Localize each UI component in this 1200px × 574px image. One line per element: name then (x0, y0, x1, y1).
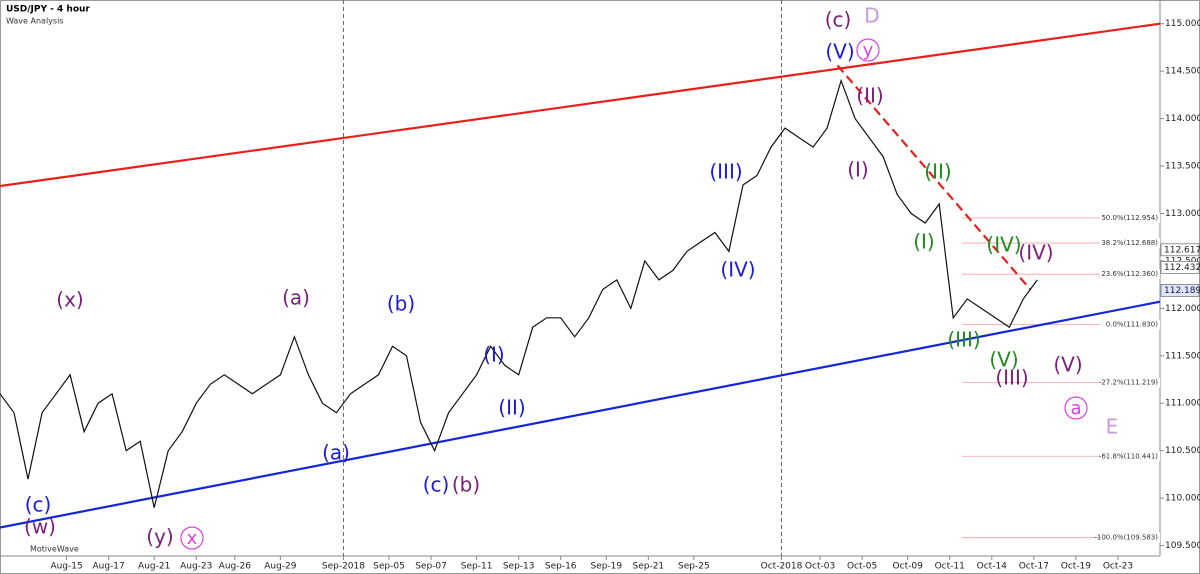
y-tick-label: 114.500 (1165, 67, 1200, 77)
price-tag-label: 112.189 (1164, 286, 1200, 296)
wave-label: (II) (856, 84, 883, 108)
wave-label: (w) (24, 515, 56, 539)
wave-label: (I) (847, 158, 869, 182)
wave-label: (c) (825, 8, 852, 32)
y-tick-label: 113.500 (1165, 162, 1200, 172)
footer: MotiveWave (30, 545, 79, 554)
wave-label: (V) (825, 40, 854, 64)
wave-label: (III) (709, 160, 742, 184)
wave-label: (IV) (986, 233, 1021, 257)
x-tick-label: Oct-09 (893, 562, 924, 572)
wave-label: E (1106, 415, 1119, 439)
fib-label-bg (1100, 377, 1160, 388)
wave-label: (IV) (1018, 241, 1053, 265)
chart-title: USD/JPY - 4 hour (6, 5, 90, 15)
x-tick-label: Sep-19 (590, 562, 622, 572)
fib-label: 23.6%(112.360) (1101, 270, 1158, 278)
price-tag-label: 112.432 (1164, 263, 1200, 273)
trendline (0, 300, 1161, 529)
fib-label-bg (1100, 451, 1160, 462)
wave-label: (y) (146, 525, 173, 549)
fib-label-bg (1100, 269, 1160, 280)
x-tick-label: Sep-05 (373, 562, 405, 572)
price-tag (1160, 261, 1200, 274)
x-tick-label: Aug-15 (50, 562, 82, 572)
y-tick-label: 114.000 (1165, 114, 1200, 124)
subtitle: Wave Analysis (6, 17, 63, 26)
x-tick-label: Oct-19 (1061, 562, 1092, 572)
wave-label: (I) (483, 343, 505, 367)
y-tick-label: 109.500 (1165, 541, 1200, 551)
wave-label: (V) (1053, 353, 1082, 377)
wave-label: (a) (322, 441, 350, 465)
x-tick-label: Oct-14 (977, 562, 1008, 572)
y-tick-label: 111.500 (1165, 351, 1200, 361)
wave-label: y (863, 40, 874, 61)
price-line (0, 78, 1038, 508)
fib-label-bg (1100, 319, 1160, 330)
fib-label: 50.0%(112.954) (1101, 214, 1158, 222)
x-tick-label: Sep-11 (461, 562, 493, 572)
wave-label: D (864, 4, 879, 28)
wave-label: (II) (924, 160, 951, 184)
x-tick-label: Sep-2018 (322, 562, 365, 572)
fib-label-bg (1100, 238, 1160, 249)
wave-label: (II) (498, 396, 525, 420)
wave-label: (x) (56, 288, 83, 312)
wave-label: (a) (282, 286, 310, 310)
y-tick-label: 110.500 (1165, 446, 1200, 456)
trendline (836, 64, 1032, 291)
wave-label: a (1070, 398, 1081, 419)
wave-label: (b) (387, 292, 415, 316)
y-tick-label: 112.000 (1165, 304, 1200, 314)
fib-label-bg (1100, 532, 1160, 543)
x-tick-label: Aug-26 (219, 562, 252, 572)
x-tick-label: Sep-21 (633, 562, 665, 572)
x-tick-label: Oct-03 (805, 562, 835, 572)
x-tick-label: Oct-17 (1019, 562, 1049, 572)
y-tick-label: 110.000 (1165, 494, 1200, 504)
x-tick-label: Oct-2018 (761, 562, 803, 572)
fib-label: 38.2%(112.688) (1101, 239, 1158, 247)
wave-label: (c) (423, 473, 450, 497)
y-tick-label: 115.000 (1165, 19, 1200, 29)
wave-label: (V) (989, 348, 1018, 372)
x-tick-label: Aug-21 (138, 562, 170, 572)
x-tick-label: Aug-23 (180, 562, 212, 572)
x-tick-label: Sep-07 (415, 562, 447, 572)
x-tick-label: Oct-05 (847, 562, 877, 572)
y-tick-label: 111.000 (1165, 399, 1200, 409)
wave-label: (III) (995, 366, 1028, 390)
wave-label: (c) (25, 493, 52, 517)
y-tick-label: 113.000 (1165, 209, 1200, 219)
price-tag (1160, 284, 1200, 297)
wave-label: (b) (452, 473, 480, 497)
wave-circle (1064, 396, 1088, 420)
wave-label: (I) (913, 230, 935, 254)
fib-label: 0.0%(111.830) (1106, 320, 1158, 328)
fib-label: -100.0%(109.583) (1094, 534, 1158, 542)
x-tick-label: Aug-29 (264, 562, 297, 572)
price-tag (1160, 243, 1200, 257)
x-tick-label: Aug-17 (92, 562, 124, 572)
x-tick-label: Sep-16 (545, 562, 577, 572)
fib-label: -61.8%(110.441) (1099, 452, 1158, 460)
fib-label-bg (1100, 212, 1160, 223)
wave-circle (180, 526, 204, 550)
x-tick-label: Sep-13 (503, 562, 535, 572)
trendline (0, 22, 1161, 188)
wave-label: x (187, 528, 198, 549)
price-tag-label: 112.617 (1164, 245, 1200, 255)
x-tick-label: Oct-23 (1103, 562, 1133, 572)
x-tick-label: Sep-25 (678, 562, 710, 572)
wave-circle (856, 38, 880, 62)
x-tick-label: Oct-11 (935, 562, 965, 572)
wave-label: (IV) (720, 258, 755, 282)
wave-label: (III) (947, 328, 980, 352)
fib-label: -27.2%(111.219) (1099, 378, 1158, 386)
